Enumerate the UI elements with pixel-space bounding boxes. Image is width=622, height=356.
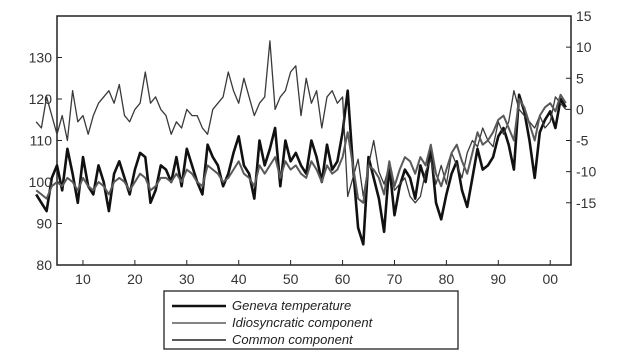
x-tick-label: 00 — [542, 271, 558, 287]
right-tick-label: 5 — [576, 70, 584, 86]
legend-label-idiosyncratic: Idiosyncratic component — [232, 315, 374, 330]
left-tick-label: 80 — [36, 257, 52, 273]
left-tick-label: 120 — [29, 91, 53, 107]
right-tick-label: 15 — [576, 8, 592, 24]
left-axis: 80 90 100 110 120 130 — [29, 50, 62, 273]
series-line-2 — [35, 93, 567, 204]
series-lines — [35, 40, 567, 246]
x-tick-label: 70 — [387, 271, 403, 287]
x-tick-label: 90 — [491, 271, 507, 287]
x-tick-label: 50 — [283, 271, 299, 287]
x-tick-label: 10 — [75, 271, 91, 287]
right-tick-label: 10 — [576, 39, 592, 55]
legend: Geneva temperature Idiosyncratic compone… — [163, 290, 459, 350]
right-tick-label: -15 — [576, 195, 596, 211]
right-tick-label: -5 — [576, 133, 589, 149]
right-tick-label: -10 — [576, 164, 596, 180]
x-axis: 10 20 30 40 50 60 70 80 90 00 — [75, 260, 558, 287]
right-tick-label: 0 — [576, 101, 584, 117]
x-tick-label: 20 — [127, 271, 143, 287]
x-tick-label: 40 — [231, 271, 247, 287]
series-line-1 — [35, 40, 567, 204]
left-tick-label: 100 — [29, 174, 53, 190]
legend-label-geneva: Geneva temperature — [232, 298, 351, 313]
x-tick-label: 60 — [335, 271, 351, 287]
x-tick-label: 80 — [439, 271, 455, 287]
right-axis: -15 -10 -5 0 5 10 15 — [566, 8, 596, 211]
x-tick-label: 30 — [179, 271, 195, 287]
series-line-0 — [35, 89, 567, 246]
legend-label-common: Common component — [232, 332, 354, 347]
left-tick-label: 110 — [30, 133, 53, 149]
left-tick-label: 130 — [29, 50, 53, 66]
left-tick-label: 90 — [36, 216, 52, 232]
